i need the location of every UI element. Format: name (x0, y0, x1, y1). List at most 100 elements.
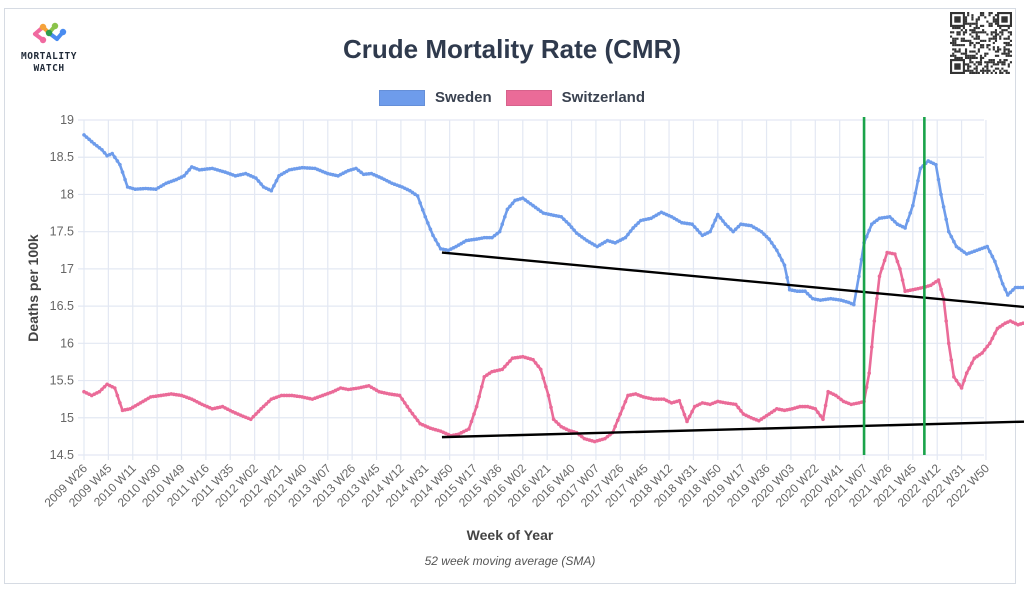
qr-module (954, 41, 957, 45)
qr-code-icon[interactable] (949, 12, 1013, 74)
qr-module (960, 39, 963, 42)
data-point-sweden (785, 275, 789, 280)
data-point-sweden (857, 274, 861, 279)
qr-module (1005, 41, 1008, 45)
qr-module (988, 59, 991, 62)
qr-module (956, 56, 959, 60)
qr-finder (997, 12, 1012, 27)
qr-module (1005, 52, 1008, 55)
qr-module (990, 24, 993, 27)
data-point-sweden (490, 235, 494, 240)
qr-module (952, 26, 955, 30)
data-point-switzerland (402, 401, 407, 405)
data-point-switzerland (580, 434, 584, 439)
qr-module (990, 37, 993, 40)
qr-module (992, 35, 995, 38)
qr-module (1009, 39, 1012, 42)
qr-module (994, 50, 998, 53)
data-point-sweden (428, 227, 433, 231)
qr-module (992, 59, 995, 62)
data-point-sweden (990, 254, 995, 259)
qr-module (977, 18, 980, 21)
data-point-sweden (559, 214, 564, 219)
data-point-sweden (864, 234, 869, 239)
qr-module (990, 61, 993, 64)
data-point-switzerland (957, 382, 961, 387)
data-point-sweden (182, 174, 186, 178)
data-point-sweden (767, 237, 771, 241)
qr-module (971, 69, 974, 72)
qr-module (1007, 54, 1010, 57)
data-point-sweden (269, 188, 274, 193)
qr-module (999, 69, 1002, 72)
qr-module (997, 54, 1000, 57)
data-point-sweden (939, 192, 943, 197)
qr-module (1003, 52, 1006, 55)
qr-module (988, 12, 991, 15)
data-point-switzerland (834, 393, 838, 398)
data-point-switzerland (898, 267, 902, 271)
data-point-switzerland (623, 399, 628, 404)
qr-module (960, 52, 963, 55)
data-point-sweden (949, 234, 954, 239)
data-point-sweden (911, 203, 915, 208)
data-point-switzerland (880, 266, 884, 271)
data-point-switzerland (967, 366, 972, 370)
qr-module (975, 41, 978, 45)
data-point-sweden (1021, 285, 1024, 290)
data-point-sweden (302, 165, 307, 170)
data-point-sweden (695, 228, 700, 232)
data-point-sweden (798, 289, 802, 294)
data-point-switzerland (538, 367, 543, 372)
qr-module (997, 48, 1000, 51)
legend-item-sweden[interactable]: Sweden (378, 89, 492, 106)
qr-module (984, 54, 987, 57)
qr-module (964, 39, 968, 42)
qr-module (952, 37, 955, 40)
data-point-sweden (916, 178, 920, 183)
data-point-sweden (356, 168, 361, 173)
qr-module (979, 56, 983, 60)
data-point-sweden (636, 221, 641, 225)
qr-module (986, 69, 989, 72)
qr-module (1003, 29, 1006, 32)
qr-module (962, 52, 965, 55)
legend-label-switzerland: Switzerland (561, 89, 646, 106)
data-point-sweden (485, 235, 489, 240)
data-point-sweden (623, 235, 628, 240)
qr-module (967, 56, 970, 60)
data-point-switzerland (836, 395, 841, 400)
data-point-switzerland (998, 324, 1002, 329)
qr-module (988, 48, 991, 51)
data-point-sweden (962, 250, 966, 254)
data-point-sweden (133, 187, 138, 192)
data-point-switzerland (867, 371, 871, 375)
qr-module (969, 65, 972, 68)
data-point-switzerland (900, 278, 905, 282)
data-point-sweden (905, 218, 910, 223)
data-point-switzerland (875, 296, 879, 301)
qr-module (994, 54, 998, 57)
mortality-watch-logo[interactable]: MORTALITY WATCH (14, 20, 84, 80)
qr-module (984, 39, 987, 42)
data-point-switzerland (821, 417, 825, 422)
data-point-switzerland (603, 436, 607, 441)
qr-module (975, 71, 978, 74)
data-point-sweden (957, 246, 961, 251)
qr-module (984, 52, 987, 55)
data-point-sweden (946, 229, 951, 234)
qr-module (962, 39, 965, 42)
qr-module (1007, 31, 1010, 34)
qr-module (960, 56, 963, 60)
data-point-switzerland (97, 389, 102, 394)
qr-module (973, 29, 976, 32)
data-point-sweden (959, 248, 964, 253)
data-point-sweden (728, 227, 733, 231)
qr-module (954, 56, 957, 60)
series-line-switzerland (83, 251, 1024, 443)
qr-module (979, 14, 983, 17)
qr-module (990, 31, 993, 34)
data-point-switzerland (508, 359, 512, 363)
data-point-switzerland (531, 357, 535, 362)
legend-item-switzerland[interactable]: Switzerland (505, 89, 646, 106)
